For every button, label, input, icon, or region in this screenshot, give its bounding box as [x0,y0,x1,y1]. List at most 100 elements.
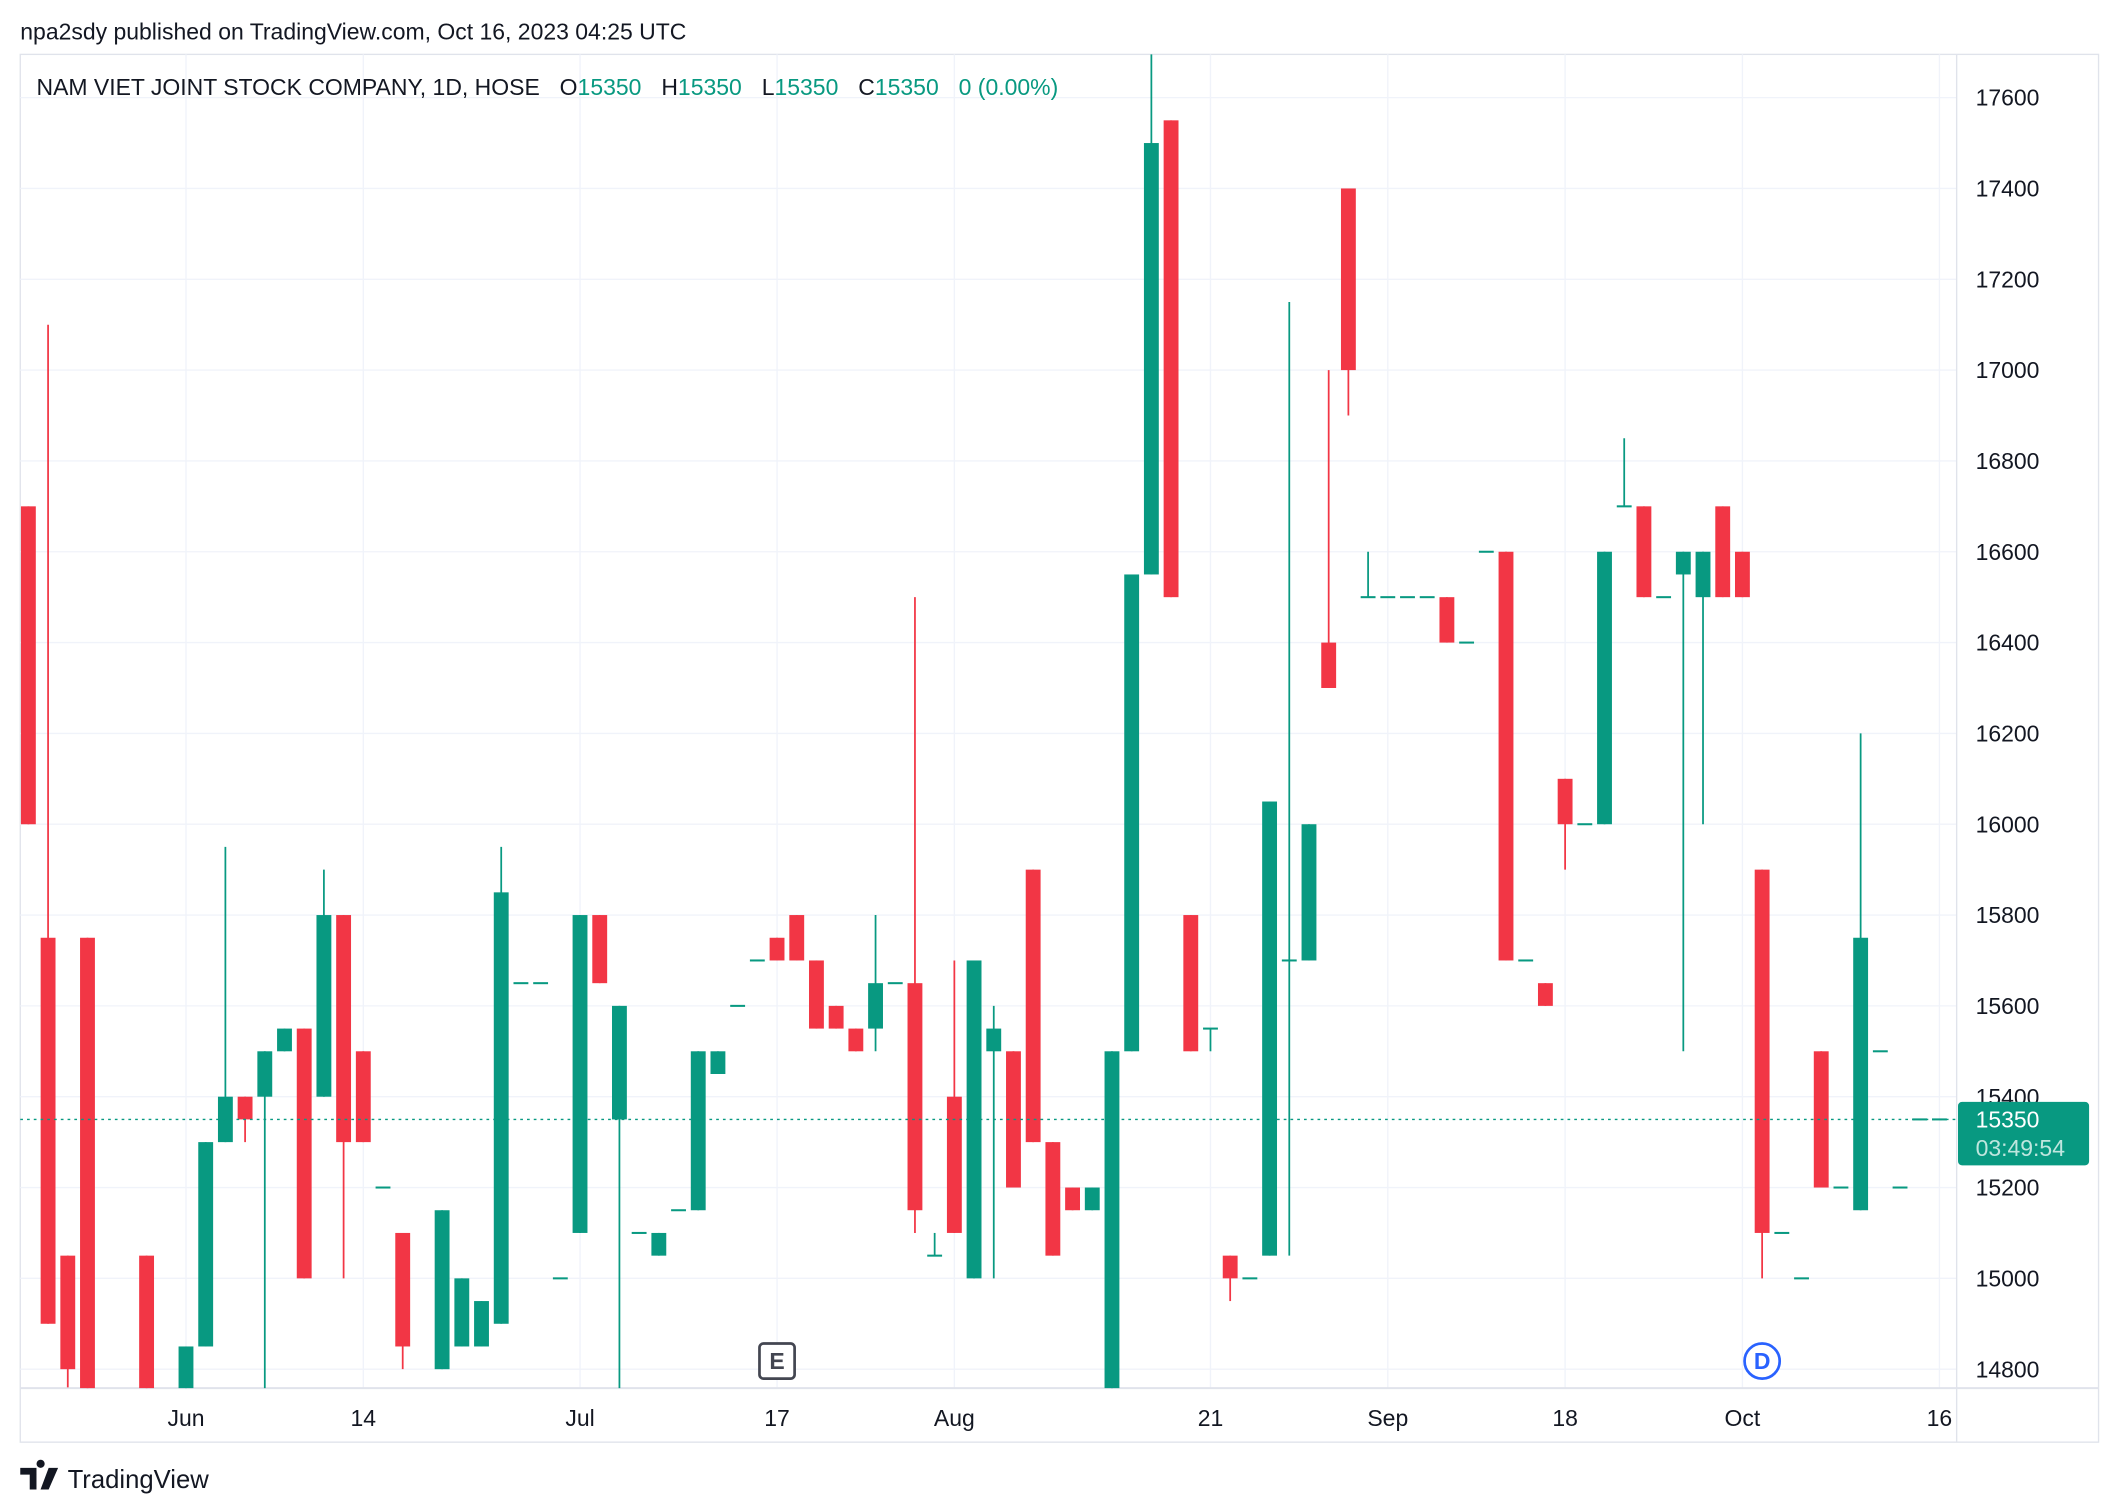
candle[interactable] [60,1255,76,1388]
candle[interactable] [316,869,332,1097]
candle[interactable] [139,1255,155,1389]
candle[interactable] [769,937,785,961]
candle[interactable] [1380,596,1396,599]
candle[interactable] [1242,1277,1258,1280]
candle[interactable] [198,1142,214,1347]
candle[interactable] [749,959,765,962]
candle[interactable] [592,915,608,984]
candle[interactable] [355,1051,371,1143]
candle[interactable] [1045,1142,1061,1256]
candle[interactable] [375,1186,391,1189]
candle[interactable] [1518,959,1534,962]
candle[interactable] [1498,551,1514,961]
candle[interactable] [1104,1051,1120,1389]
candle[interactable] [20,506,36,825]
candle[interactable] [927,1232,943,1257]
candle[interactable] [1597,551,1612,825]
candle[interactable] [1222,1255,1238,1302]
candle[interactable] [1734,551,1750,598]
candles[interactable] [20,54,1947,1389]
candle[interactable] [434,1210,450,1370]
candle[interactable] [336,915,352,1279]
candle[interactable] [493,846,509,1324]
candle[interactable] [1872,1050,1888,1053]
candle[interactable] [809,960,824,1029]
candle[interactable] [1478,550,1494,553]
candle[interactable] [730,1004,746,1007]
candle[interactable] [1439,597,1455,643]
candle[interactable] [710,1051,726,1074]
candle[interactable] [907,597,923,1233]
candle[interactable] [848,1028,864,1052]
candle[interactable] [1656,596,1672,599]
bar-countdown: 03:49:54 [1976,1135,2066,1161]
candle[interactable] [690,1051,706,1211]
candle[interactable] [1084,1187,1100,1211]
candle[interactable] [1892,1186,1908,1189]
candle[interactable] [1459,641,1475,644]
candle[interactable] [1675,551,1691,1052]
candle[interactable] [1400,596,1415,599]
candle[interactable] [1163,120,1179,598]
dividend-marker[interactable]: D [1743,1342,1782,1380]
candle[interactable] [1577,823,1593,826]
candle[interactable] [1262,801,1278,1256]
candle[interactable] [1754,869,1770,1279]
time-axis[interactable]: Jun 14 Jul 17 Aug 21 Sep 18 Oct 16 [167,1405,1952,1431]
candle[interactable] [552,1277,568,1280]
candle[interactable] [1143,54,1159,575]
candle[interactable] [1616,438,1632,508]
candle[interactable] [611,1005,627,1389]
time-tick-label: 17 [764,1405,790,1431]
candle[interactable] [1537,983,1553,1006]
candle[interactable] [572,915,588,1233]
candle[interactable] [1025,869,1041,1143]
candle[interactable] [1183,915,1199,1052]
candle[interactable] [828,1005,844,1029]
candle[interactable] [1813,1051,1829,1188]
candle[interactable] [1281,301,1297,1256]
candle[interactable] [1636,506,1652,598]
candle[interactable] [1065,1187,1080,1211]
candle[interactable] [277,1028,292,1052]
legend-symbol: NAM VIET JOINT STOCK COMPANY, 1D, HOSE [36,74,539,100]
candle[interactable] [296,1028,312,1279]
candle[interactable] [1833,1186,1849,1189]
candle[interactable] [651,1232,667,1256]
candle-body [690,1051,706,1211]
candle[interactable] [513,982,529,985]
candle[interactable] [1340,188,1356,416]
candle[interactable] [395,1232,411,1370]
candle[interactable] [454,1278,470,1347]
candle[interactable] [671,1209,686,1212]
candle[interactable] [1301,824,1317,961]
candle[interactable] [1419,596,1435,599]
candle[interactable] [1360,551,1376,599]
candle[interactable] [257,1051,273,1389]
price-axis[interactable]: 17600 17400 17200 17000 16800 16600 16400 16200… [1976,85,2040,1383]
tradingview-logo[interactable]: TradingView [20,1459,209,1494]
candle[interactable] [533,982,549,985]
candle[interactable] [474,1301,489,1347]
candle[interactable] [1203,1027,1218,1052]
candle[interactable] [1557,778,1573,870]
candle[interactable] [1774,1231,1790,1234]
candle[interactable] [631,1231,647,1234]
candle[interactable] [1321,370,1337,688]
candle[interactable] [1853,733,1869,1211]
candle[interactable] [1794,1277,1809,1280]
candle[interactable] [986,1005,1002,1279]
candle[interactable] [868,915,883,1052]
candle[interactable] [178,1346,194,1389]
candle[interactable] [1715,506,1731,598]
earnings-marker[interactable]: E [758,1342,796,1380]
candle[interactable] [946,960,962,1233]
candle[interactable] [887,982,903,985]
candle[interactable] [1695,551,1711,825]
candle[interactable] [789,915,805,961]
candle[interactable] [80,937,95,1389]
candle[interactable] [40,324,56,1324]
candle[interactable] [1124,574,1140,1052]
